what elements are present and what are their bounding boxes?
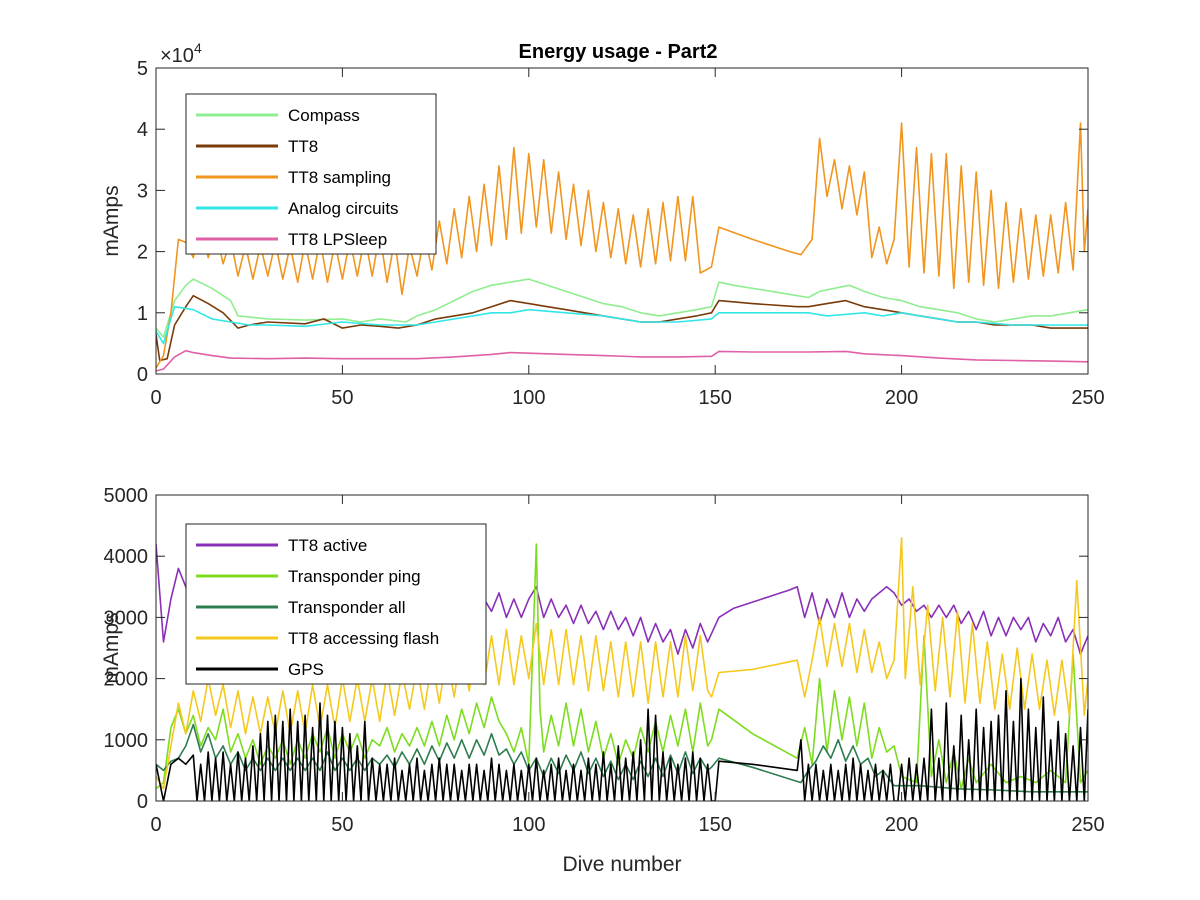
- legend-label: TT8 sampling: [288, 168, 391, 187]
- y-tick-label: 5: [137, 58, 148, 80]
- y-axis-label: mAmps: [100, 185, 123, 256]
- x-axis-label: Dive number: [562, 853, 681, 876]
- x-tick-label: 250: [1071, 387, 1104, 409]
- x-tick-label: 50: [331, 814, 353, 836]
- x-tick-label: 200: [885, 814, 918, 836]
- x-tick-label: 250: [1071, 814, 1104, 836]
- figure-title: Energy usage - Part2: [519, 41, 718, 63]
- legend-label: TT8 active: [288, 536, 367, 555]
- y-tick-label: 3000: [104, 607, 149, 629]
- x-tick-label: 0: [150, 387, 161, 409]
- legend-label: Transponder all: [288, 598, 406, 617]
- y-exponent-power: 4: [194, 40, 202, 56]
- legend: TT8 active Transponder ping Transponder al…: [185, 523, 487, 685]
- y-tick-label: 4: [137, 119, 148, 141]
- series-line-compass: [156, 278, 1088, 339]
- series-line-tt8-lpsleep: [156, 349, 1088, 372]
- x-tick-label: 200: [885, 387, 918, 409]
- axes-box: [155, 67, 1089, 375]
- y-tick-label: 3: [137, 180, 148, 202]
- y-tick-label: 5000: [104, 485, 149, 507]
- series-line-analog-circuits: [156, 305, 1088, 345]
- legend-label: Transponder ping: [288, 567, 421, 586]
- x-tick-label: 0: [150, 814, 161, 836]
- legend-label: TT8 accessing flash: [288, 629, 439, 648]
- top-energy-panel: 0 50 100 150 200 250012345×104mAmpsCompassTT8…: [100, 40, 1105, 409]
- legend: Compass TT8 TT8 sampling Analog circuits TT8…: [185, 93, 437, 255]
- legend-label: Analog circuits: [288, 199, 399, 218]
- series-line-tt8-sampling: [156, 122, 1088, 369]
- y-tick-label: 2: [137, 242, 148, 264]
- series-group: [156, 122, 1088, 372]
- y-tick-label: 1: [137, 303, 148, 325]
- y-axis-label: mAmps: [100, 612, 123, 683]
- legend-label: Compass: [288, 106, 360, 125]
- legend-box: [185, 93, 437, 255]
- bottom-energy-panel: 0 50 100 150 200 250 0 1000 2000 3000 4000 5000 mAmp…: [100, 485, 1105, 876]
- y-tick-label: 0: [137, 791, 148, 813]
- x-tick-label: 150: [699, 387, 732, 409]
- y-tick-label: 4000: [104, 546, 149, 568]
- series-line-gps: [156, 677, 1088, 801]
- x-tick-label: 50: [331, 387, 353, 409]
- y-tick-label: 0: [137, 364, 148, 386]
- axes-box: [155, 494, 1089, 802]
- legend-label: TT8: [288, 137, 318, 156]
- legend-label: TT8 LPSleep: [288, 230, 387, 249]
- series-line-transponder-ping: [156, 543, 1088, 790]
- x-tick-label: 150: [699, 814, 732, 836]
- y-tick-label: 1000: [104, 730, 149, 752]
- x-tick-label: 100: [512, 814, 545, 836]
- legend-label: GPS: [288, 660, 324, 679]
- legend-box: [185, 523, 487, 685]
- x-tick-label: 100: [512, 387, 545, 409]
- series-line-tt8-accessing-flash: [156, 536, 1088, 790]
- y-tick-label: 2000: [104, 669, 149, 691]
